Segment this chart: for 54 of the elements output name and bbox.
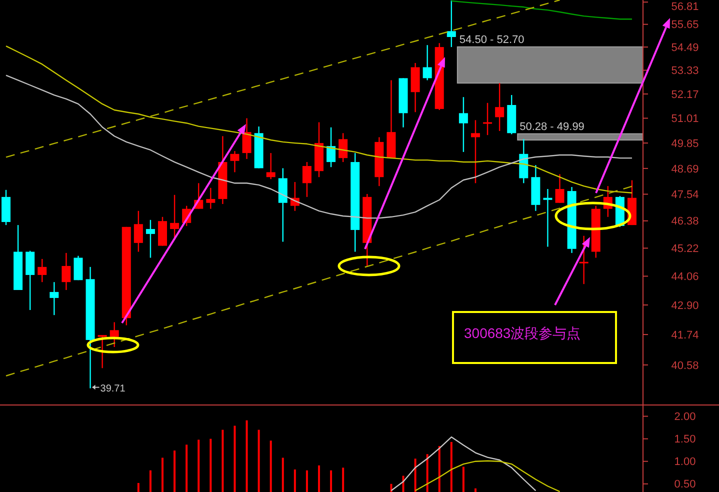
candlestick (26, 250, 35, 311)
candlestick (458, 96, 468, 153)
y-tick-label: 54.49 (671, 42, 699, 54)
candlestick (302, 161, 312, 198)
y-tick-label: 44.06 (671, 271, 699, 284)
candlestick (74, 255, 83, 281)
candlestick (62, 252, 71, 291)
line-series (414, 460, 560, 492)
candlestick (446, 0, 456, 48)
candlestick (338, 132, 348, 163)
candlestick (98, 334, 107, 369)
y-tick-label: 52.17 (671, 88, 699, 101)
candlestick (326, 126, 336, 168)
y-tick-label: 45.22 (671, 243, 699, 256)
y-tick-label: 53.33 (671, 65, 699, 78)
band-label: 54.50 - 52.70 (459, 34, 524, 46)
line-series (390, 436, 536, 492)
candlestick (50, 281, 59, 316)
candlestick (579, 235, 588, 285)
y-tick-label: 56.81 (671, 0, 699, 13)
candlestick (483, 102, 492, 136)
band-label: 50.28 - 49.99 (520, 120, 584, 133)
candlestick (110, 322, 119, 348)
candlestick (38, 258, 47, 283)
candlestick (266, 152, 276, 180)
annotation: 300683波段参与点 (464, 325, 581, 341)
line-series (5, 45, 633, 194)
line-series (450, 0, 633, 20)
y-tick-label: 0.50 (674, 478, 696, 491)
y-tick-label: 40.58 (671, 360, 699, 372)
y-tick-label: 51.01 (671, 113, 699, 126)
y-tick-label: 55.65 (671, 19, 699, 32)
line-series (5, 186, 633, 376)
line-series (5, 74, 633, 219)
y-tick-label: 47.54 (671, 189, 699, 202)
candlestick (495, 82, 504, 132)
candlestick (146, 219, 155, 258)
candlestick (206, 187, 216, 210)
candlestick (242, 118, 252, 160)
candlestick (230, 150, 240, 173)
y-tick-label: 2.00 (674, 411, 696, 424)
y-tick-label: 41.74 (671, 329, 699, 342)
y-tick-label: 46.38 (671, 216, 699, 228)
candlestick (134, 210, 143, 252)
candlestick (422, 44, 432, 81)
y-tick-label: 1.00 (674, 456, 696, 468)
y-tick-label: 1.50 (674, 434, 696, 446)
annotation: 39.71 (100, 383, 126, 394)
candlestick (470, 120, 480, 184)
y-tick-label: 48.69 (671, 163, 699, 176)
y-tick-label: 49.85 (671, 138, 699, 150)
candlestick (543, 188, 552, 248)
candlestick (555, 174, 564, 204)
y-tick-label: 42.90 (671, 300, 699, 312)
